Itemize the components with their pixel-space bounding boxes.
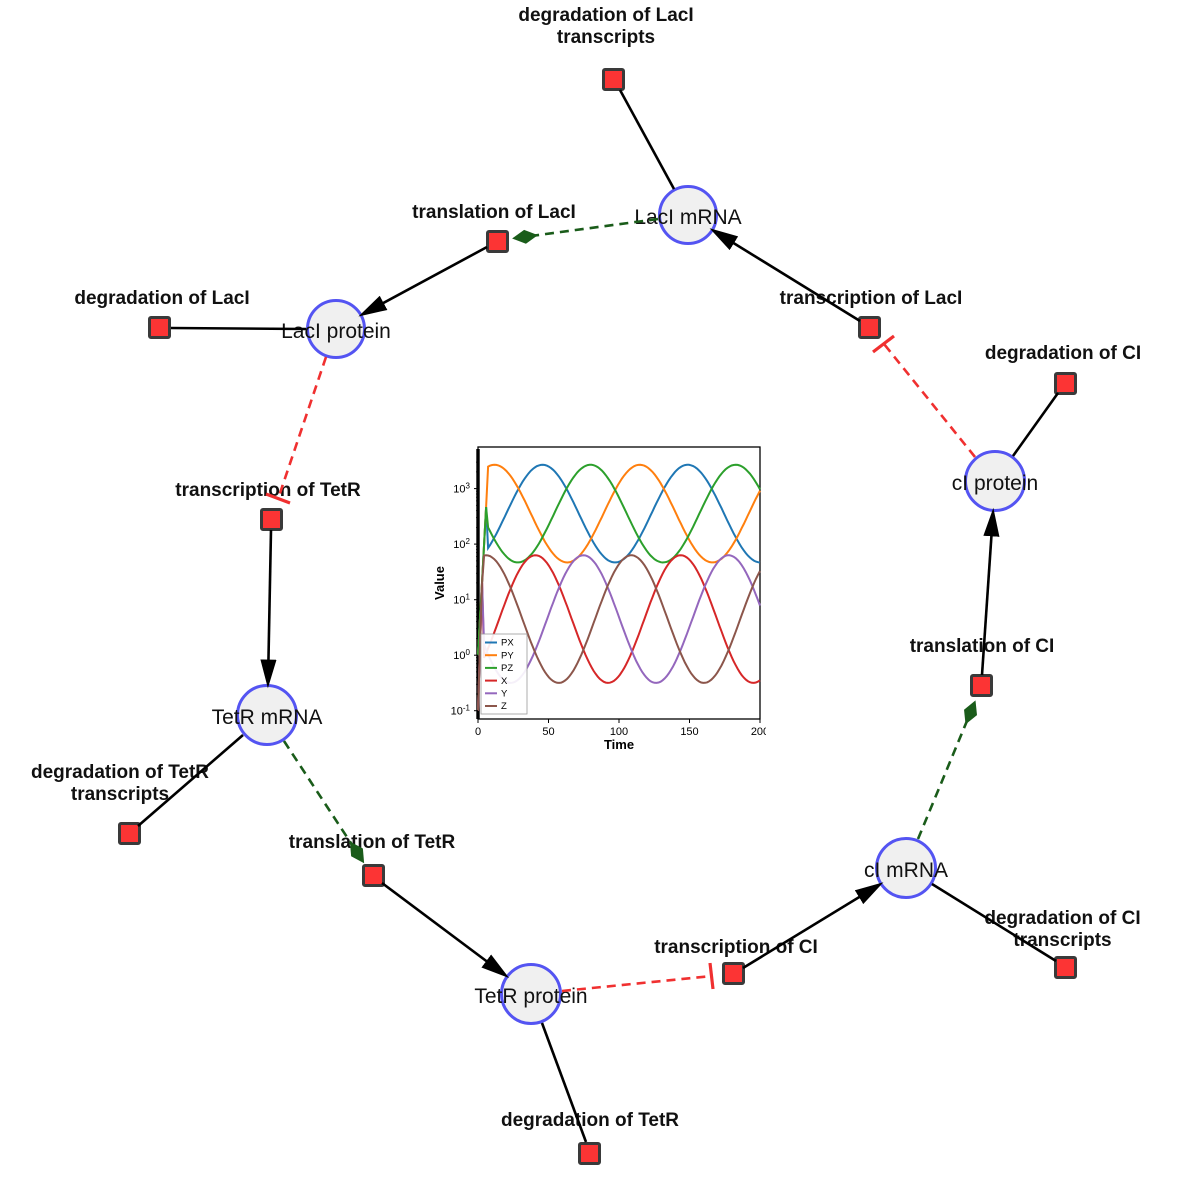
svg-text:X: X — [501, 676, 508, 687]
svg-text:Y: Y — [501, 689, 508, 700]
svg-text:103: 103 — [453, 481, 470, 496]
svg-text:101: 101 — [453, 592, 470, 607]
svg-text:200: 200 — [751, 726, 766, 738]
svg-text:Z: Z — [501, 701, 507, 712]
svg-text:150: 150 — [680, 726, 698, 738]
svg-text:PX: PX — [501, 638, 514, 649]
svg-text:50: 50 — [542, 726, 554, 738]
svg-text:PZ: PZ — [501, 663, 513, 674]
svg-text:0: 0 — [475, 726, 481, 738]
svg-text:102: 102 — [453, 537, 470, 552]
svg-text:Time: Time — [604, 737, 634, 752]
svg-text:Value: Value — [432, 566, 447, 600]
svg-text:10-1: 10-1 — [451, 703, 471, 718]
svg-text:100: 100 — [453, 648, 470, 663]
svg-text:PY: PY — [501, 650, 514, 661]
